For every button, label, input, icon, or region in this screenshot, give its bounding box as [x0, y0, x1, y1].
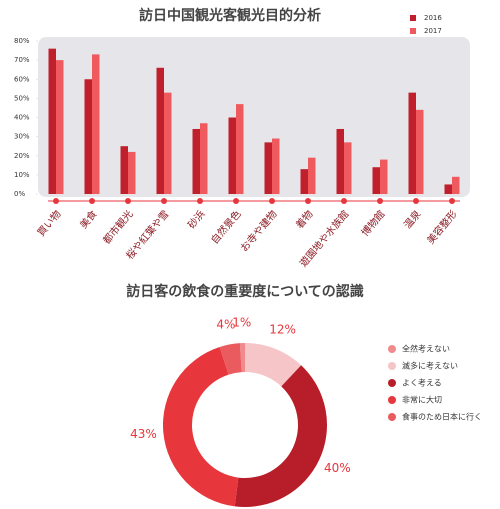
bar [308, 157, 316, 194]
bar [380, 159, 388, 194]
x-tick-label: 都市観光 [100, 208, 136, 247]
x-tick-label: 博物館 [358, 208, 387, 239]
legend-label: 2017 [424, 27, 442, 35]
x-tick-label: 砂浜 [185, 208, 208, 232]
axis-dot [233, 198, 239, 204]
data-label: 4% [216, 317, 235, 331]
donut-slice [163, 347, 239, 507]
x-tick-label: 買い物 [34, 208, 63, 239]
legend-label: 全然考えない [402, 344, 450, 354]
bar [452, 176, 460, 194]
y-tick-label: 0% [14, 190, 25, 198]
bar [156, 67, 164, 194]
bar [300, 169, 308, 194]
data-label: 1% [232, 316, 251, 330]
bar [408, 92, 416, 194]
data-label: 12% [269, 323, 296, 337]
bar [128, 151, 136, 194]
legend-swatch [388, 345, 396, 353]
legend-swatch [388, 413, 396, 421]
donut-slice [219, 343, 242, 375]
axis-dot [197, 198, 203, 204]
legend-swatch [410, 15, 416, 21]
legend-label: よく考える [402, 379, 442, 388]
x-tick-label: お寺や建物 [237, 208, 279, 255]
bar [272, 138, 280, 194]
y-tick-label: 80% [14, 37, 30, 45]
y-tick-label: 20% [14, 152, 30, 160]
x-tick-label: 自然景色 [208, 208, 244, 247]
axis-dot [89, 198, 95, 204]
bar-chart-title: 訪日中国観光客観光目的分析 [139, 7, 321, 24]
bar [336, 128, 344, 194]
axis-dot [125, 198, 131, 204]
legend-swatch [388, 396, 396, 404]
bar [164, 92, 172, 194]
legend-swatch [388, 362, 396, 370]
donut-slice [239, 343, 245, 373]
x-tick-label: 美容整形 [424, 208, 460, 247]
bar [264, 142, 272, 194]
data-label: 43% [130, 427, 157, 441]
donut-slice [245, 343, 302, 387]
axis-dot [269, 198, 275, 204]
bar [200, 123, 208, 194]
bar [416, 109, 424, 194]
y-tick-label: 50% [14, 94, 30, 102]
bar [372, 167, 380, 194]
bar [92, 54, 100, 195]
donut-slice [234, 365, 327, 507]
y-tick-label: 40% [14, 114, 30, 122]
legend-label: 2016 [424, 14, 442, 22]
y-tick-label: 60% [14, 75, 30, 83]
legend-label: 非常に大切 [402, 395, 442, 405]
x-tick-label: 美食 [77, 208, 100, 232]
donut-chart-title: 訪日客の飲食の重要度についての認識 [126, 283, 364, 300]
bar [444, 184, 452, 194]
y-tick-label: 30% [14, 133, 30, 141]
y-tick-label: 70% [14, 56, 30, 64]
legend-label: 食事のため日本に行く [402, 412, 482, 422]
bar [84, 79, 92, 194]
bar [120, 146, 128, 194]
plot-background [38, 37, 470, 197]
bar [344, 142, 352, 194]
bar [228, 117, 236, 194]
y-tick-label: 10% [14, 171, 30, 179]
axis-dot [341, 198, 347, 204]
legend-label: 滅多に考えない [402, 361, 458, 371]
legend-swatch [410, 28, 416, 34]
bar [192, 128, 200, 194]
axis-dot [53, 198, 59, 204]
bar [236, 104, 244, 194]
axis-dot [413, 198, 419, 204]
legend-swatch [388, 379, 396, 387]
axis-dot [305, 198, 311, 204]
axis-dot [449, 198, 455, 204]
data-label: 40% [324, 461, 351, 475]
x-tick-label: 温泉 [401, 208, 424, 232]
x-tick-label: 着物 [293, 208, 316, 232]
axis-dot [377, 198, 383, 204]
bar [48, 48, 56, 195]
axis-dot [161, 198, 167, 204]
bar [56, 60, 64, 194]
